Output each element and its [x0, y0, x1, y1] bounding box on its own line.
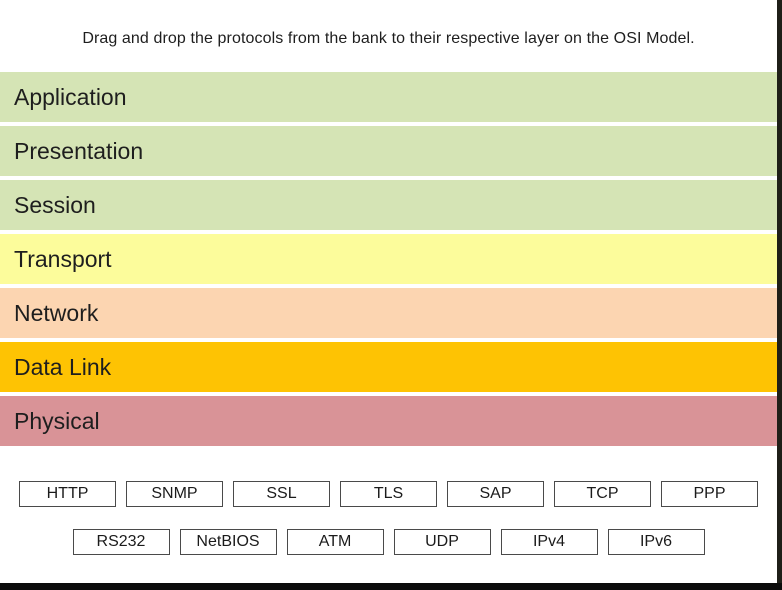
protocol-bank-row-2: RS232 NetBIOS ATM UDP IPv4 IPv6: [0, 529, 777, 555]
osi-layer-data-link[interactable]: Data Link: [0, 342, 777, 392]
protocol-chip-sap[interactable]: SAP: [447, 481, 544, 507]
window-bottom-edge: [0, 583, 782, 590]
osi-layer-label: Session: [14, 191, 96, 218]
osi-layer-label: Transport: [14, 245, 112, 272]
osi-layer-label: Presentation: [14, 137, 144, 164]
osi-layer-session[interactable]: Session: [0, 180, 777, 230]
protocol-chip-ipv6[interactable]: IPv6: [607, 529, 705, 555]
protocol-bank-row-1: HTTP SNMP SSL TLS SAP TCP PPP: [0, 481, 777, 507]
osi-layer-label: Application: [14, 83, 127, 110]
window-right-edge: [777, 0, 782, 590]
protocol-chip-tcp[interactable]: TCP: [554, 481, 651, 507]
osi-layer-transport[interactable]: Transport: [0, 234, 777, 284]
protocol-chip-rs232[interactable]: RS232: [72, 529, 170, 555]
osi-layer-list: Application Presentation Session Transpo…: [0, 72, 777, 450]
osi-layer-network[interactable]: Network: [0, 288, 777, 338]
instruction-text: Drag and drop the protocols from the ban…: [82, 30, 695, 47]
protocol-chip-udp[interactable]: UDP: [393, 529, 491, 555]
protocol-chip-ipv4[interactable]: IPv4: [500, 529, 598, 555]
osi-layer-application[interactable]: Application: [0, 72, 777, 122]
protocol-chip-ssl[interactable]: SSL: [233, 481, 330, 507]
protocol-chip-http[interactable]: HTTP: [19, 481, 116, 507]
osi-layer-label: Physical: [14, 407, 100, 434]
protocol-chip-netbios[interactable]: NetBIOS: [179, 529, 277, 555]
osi-layer-presentation[interactable]: Presentation: [0, 126, 777, 176]
protocol-chip-ppp[interactable]: PPP: [661, 481, 758, 507]
osi-layer-label: Data Link: [14, 353, 112, 380]
protocol-chip-tls[interactable]: TLS: [340, 481, 437, 507]
protocol-chip-snmp[interactable]: SNMP: [126, 481, 223, 507]
protocol-chip-atm[interactable]: ATM: [286, 529, 384, 555]
protocol-bank: HTTP SNMP SSL TLS SAP TCP PPP RS232 NetB…: [0, 481, 777, 555]
osi-layer-label: Network: [14, 299, 99, 326]
osi-layer-physical[interactable]: Physical: [0, 396, 777, 446]
